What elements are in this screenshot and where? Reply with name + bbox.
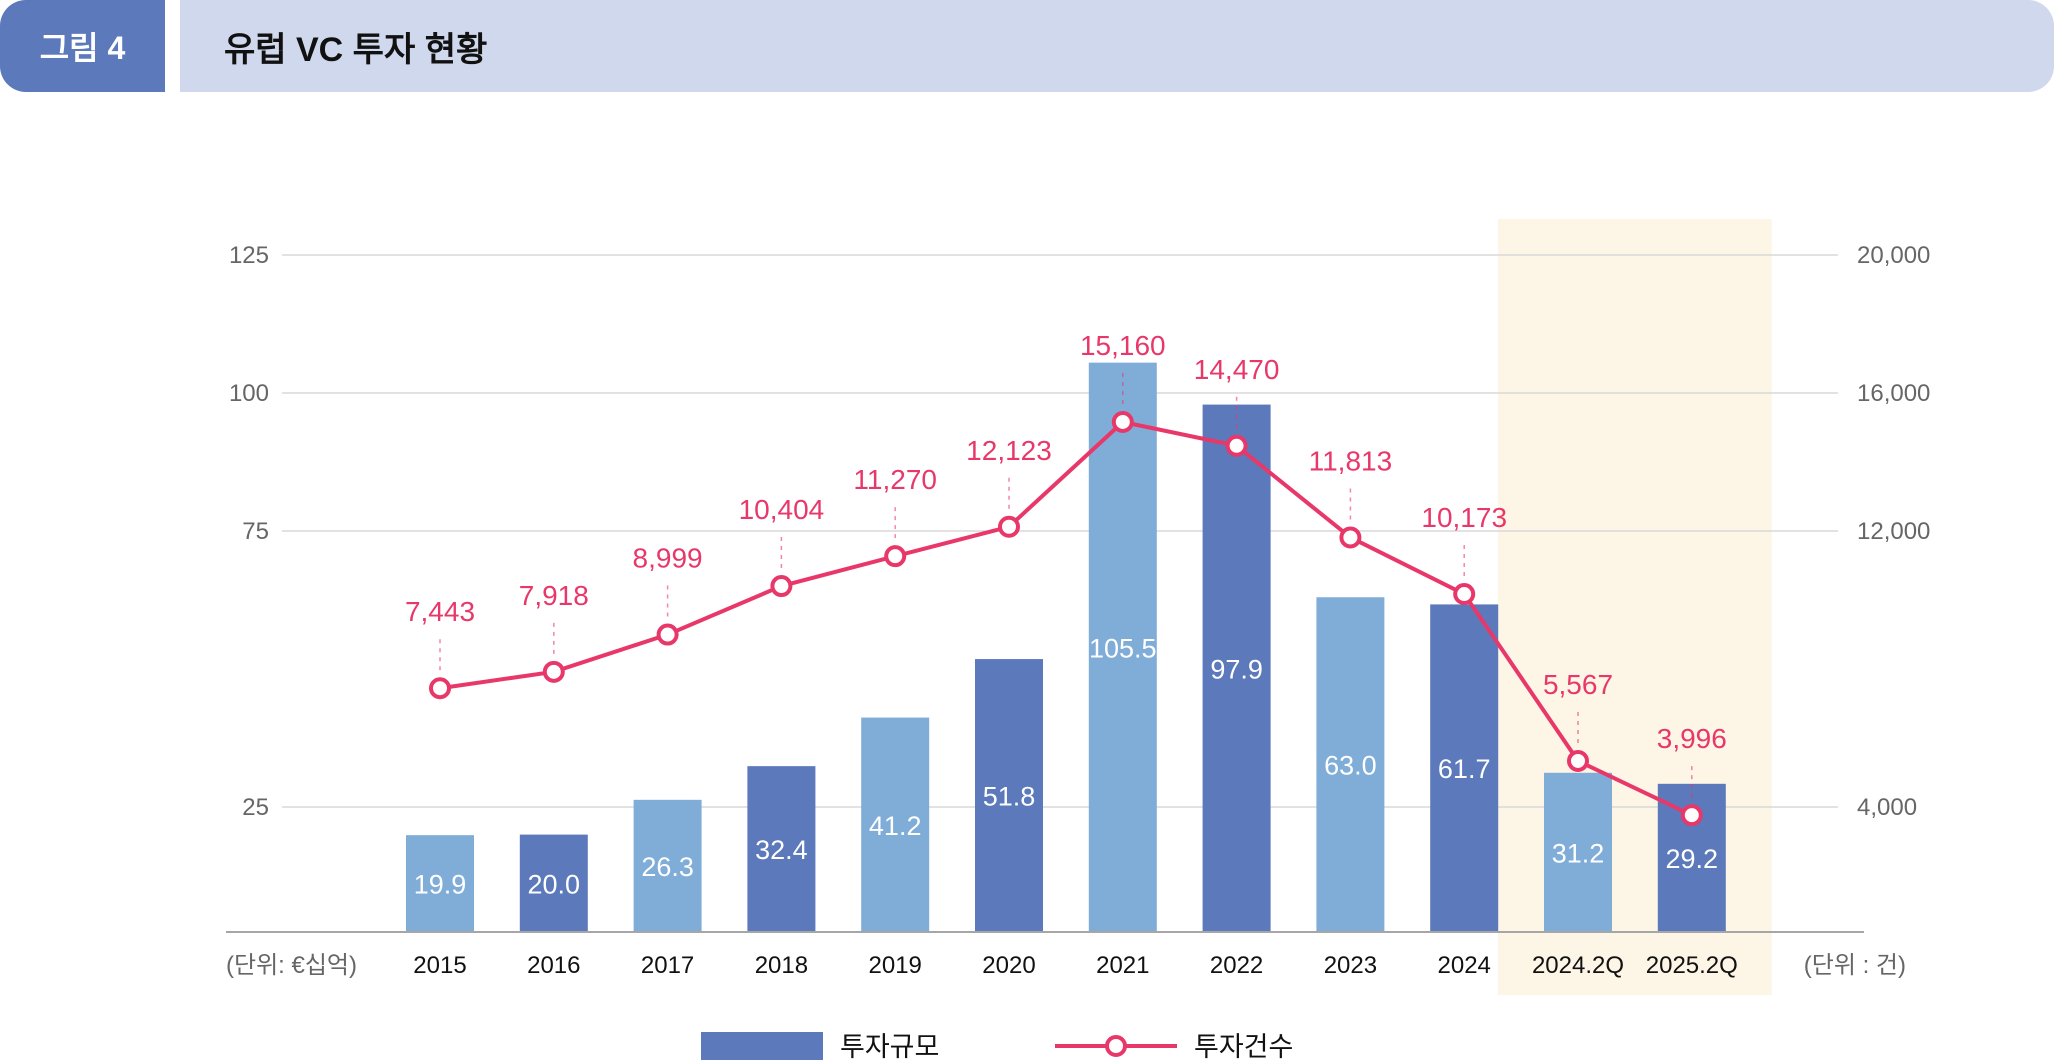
bar-value-label: 51.8 [983,782,1036,812]
left-axis-unit-label: (단위: €십억) [226,952,357,979]
line-value-label: 10,173 [1421,502,1507,533]
line-point-2016 [542,660,565,683]
bar-2018 [747,766,816,932]
figure-label-text: 그림 4 [39,30,126,66]
x-axis-tick-label: 2024 [1438,952,1491,979]
right-axis-tick-label: 12,000 [1857,518,1930,545]
figure-label: 그림 4 [0,0,165,92]
x-axis-tick-label: 2016 [527,952,580,979]
bar-2022 [1202,404,1271,932]
line-point-2021 [1111,410,1134,433]
x-axis-tick-label: 2019 [869,952,922,979]
x-axis-tick-label: 2023 [1324,952,1377,979]
legend-bar-label: 투자규모 [840,1032,939,1062]
line-value-label: 12,123 [966,435,1052,466]
bar-2020 [975,659,1043,932]
bar-value-label: 61.7 [1438,754,1491,784]
legend-line-label: 투자건수 [1194,1032,1293,1062]
x-axis-tick-label: 2017 [641,952,694,979]
bar-value-label: 19.9 [414,870,467,900]
line-value-label: 11,813 [1309,445,1393,476]
bar-value-label: 41.2 [869,811,922,841]
bar-2024 [1430,604,1499,932]
x-axis-tick-label: 2015 [413,952,466,979]
bar-value-label: 63.0 [1324,751,1377,781]
line-value-label: 3,996 [1657,723,1727,754]
x-axis-tick-label: 2024.2Q [1532,952,1624,979]
line-value-label: 7,443 [405,596,475,627]
highlight-region [1498,219,1772,995]
line-point-2019 [884,545,907,568]
left-axis-tick-label: 75 [242,518,269,545]
bar-value-label: 97.9 [1210,654,1263,684]
bar-2016 [519,834,588,932]
right-axis-tick-label: 4,000 [1857,794,1917,821]
legend-line-marker-icon [1105,1035,1127,1057]
count-line [439,419,1693,817]
line-value-label: 7,918 [519,580,589,611]
x-axis-tick-label: 2025.2Q [1646,952,1738,979]
line-point-2015 [429,677,451,700]
bar-value-label: 105.5 [1089,633,1157,663]
line-point-2025.2Q [1680,804,1703,827]
line-point-2020 [998,515,1020,538]
bar-2023 [1316,597,1385,932]
line-value-label: 8,999 [633,543,703,574]
x-axis-tick-label: 2021 [1096,952,1149,979]
x-axis-tick-label: 2020 [982,952,1035,979]
left-axis-tick-label: 100 [229,380,269,407]
bar-2024.2Q [1544,772,1612,932]
line-value-label: 10,404 [739,494,825,525]
x-axis-tick-label: 2018 [755,952,808,979]
x-axis-tick-label: 2022 [1210,952,1263,979]
bar-2017 [633,799,702,932]
line-value-label: 15,160 [1080,330,1166,361]
line-point-2018 [770,575,793,598]
bar-2019 [861,717,930,932]
legend-bar-swatch [701,1032,823,1060]
right-axis-unit-label: (단위 : 건) [1804,952,1906,979]
line-value-label: 5,567 [1543,669,1613,700]
line-point-2024.2Q [1567,749,1589,772]
page-title: 유럽 VC 투자 현황 [224,30,488,69]
bar-value-label: 29.2 [1666,844,1719,874]
bar-value-label: 31.2 [1552,838,1605,868]
line-point-2023 [1339,526,1362,549]
bar-value-label: 26.3 [641,852,694,882]
line-point-2017 [656,623,679,646]
left-axis-tick-label: 125 [229,242,269,269]
bar-2015 [406,835,474,932]
line-value-label: 11,270 [853,464,937,495]
line-point-2022 [1225,434,1248,457]
bar-value-label: 20.0 [528,869,581,899]
right-axis-tick-label: 16,000 [1857,380,1930,407]
line-point-2024 [1453,583,1476,606]
line-value-label: 14,470 [1194,354,1280,385]
right-axis-tick-label: 20,000 [1857,242,1930,269]
title-bar: 유럽 VC 투자 현황 [180,0,2054,92]
bar-value-label: 32.4 [755,835,808,865]
left-axis-tick-label: 25 [242,794,269,821]
bar-2021 [1088,362,1157,932]
